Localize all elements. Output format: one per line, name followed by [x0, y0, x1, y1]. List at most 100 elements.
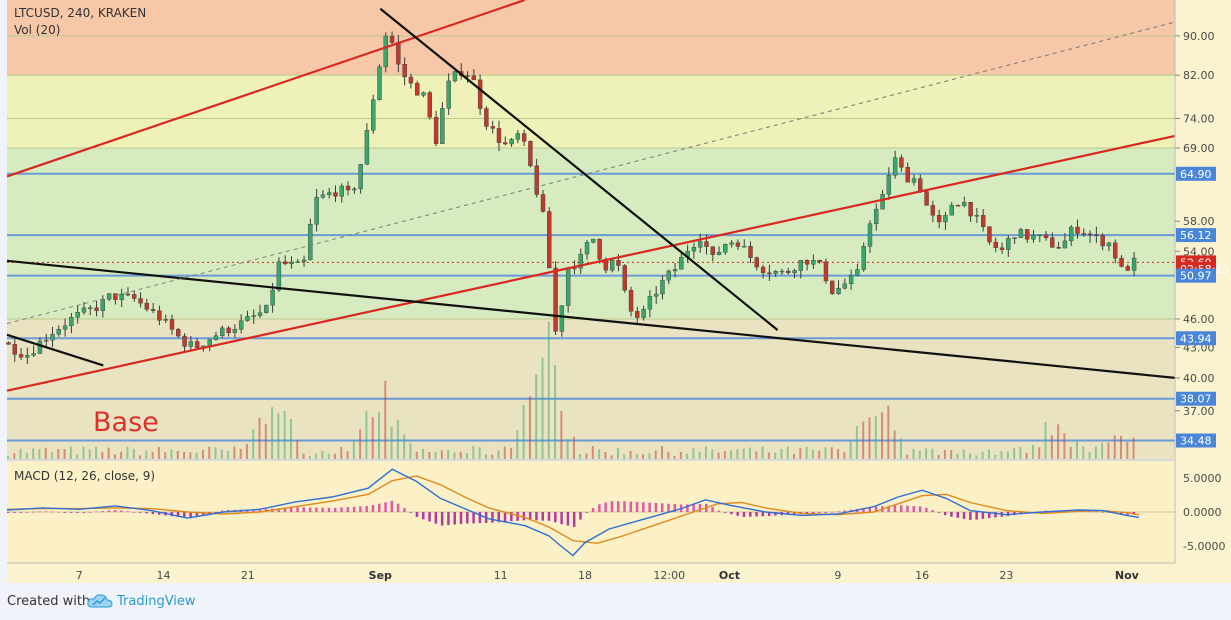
candle-body: [389, 35, 395, 43]
volume-bar: [321, 451, 324, 459]
candle-body: [138, 298, 143, 304]
volume-bar: [1120, 435, 1123, 459]
trendline-upper-channel[interactable]: [6, 0, 526, 178]
time-tick-label: 16: [915, 569, 929, 582]
macd-histogram-bar: [44, 511, 48, 513]
macd-histogram-bar: [497, 512, 500, 523]
macd-histogram-bar: [774, 512, 777, 516]
macd-histogram-bar: [57, 511, 60, 513]
candle-body: [282, 261, 288, 265]
volume-bar: [1019, 446, 1022, 459]
macd-histogram-bar: [1094, 511, 1098, 513]
candle-body: [276, 261, 282, 291]
candle-body: [1012, 237, 1017, 239]
trading-chart[interactable]: 90.0082.0074.0069.0058.0054.0046.0043.00…: [0, 0, 1231, 583]
volume-bar: [528, 396, 531, 459]
macd-histogram-bar: [277, 508, 280, 512]
price-tick-label: 90.00: [1183, 30, 1215, 43]
time-axis[interactable]: 7 14 21 Sep 11 18 12:00 Oct 9 16 23 Nov: [76, 569, 1140, 582]
candle-body: [584, 242, 590, 255]
volume-bar: [642, 454, 645, 459]
price-axis[interactable]: 90.0082.0074.0069.0058.0054.0046.0043.00…: [1175, 30, 1215, 418]
candle-body: [924, 191, 929, 206]
candle-body: [993, 241, 998, 249]
macd-histogram-bar: [283, 507, 287, 512]
macd-histogram-bar: [107, 510, 111, 512]
macd-indicator: [6, 468, 1175, 557]
macd-histogram-bar: [428, 512, 431, 522]
macd-histogram-bar: [176, 512, 180, 517]
volume-bar: [799, 448, 802, 459]
macd-histogram-bar: [585, 512, 589, 513]
candle-body: [421, 92, 426, 96]
volume-bar: [1069, 446, 1072, 459]
macd-histogram-bar: [76, 512, 79, 513]
macd-histogram-bar: [522, 512, 526, 521]
price-tag-bg: [1176, 433, 1216, 448]
macd-histogram-bar: [749, 512, 752, 517]
candle-body: [534, 165, 539, 195]
candle-body: [402, 64, 407, 78]
candle-body: [100, 299, 106, 311]
trendline-dashed-median[interactable]: [6, 21, 1176, 325]
tradingview-link[interactable]: TradingView: [117, 594, 196, 609]
tradingview-cloud-icon: [87, 594, 113, 608]
candle-body: [358, 164, 363, 190]
candle-body: [352, 188, 357, 191]
volume-bar: [943, 449, 946, 459]
macd-histogram-bar: [673, 504, 677, 512]
volume-bar: [1038, 447, 1041, 459]
macd-histogram-bar: [252, 509, 255, 512]
candle-body: [194, 341, 200, 348]
volume-bar: [805, 446, 808, 459]
volume-bar: [604, 452, 607, 459]
candle-body: [207, 339, 212, 347]
volume-bar: [51, 452, 54, 459]
volume-bar: [107, 447, 110, 459]
trendline-long-descending-support[interactable]: [6, 259, 1176, 379]
candle-body: [559, 305, 565, 332]
volume-bar: [547, 321, 550, 459]
candle-body: [125, 293, 131, 296]
volume-bar: [220, 449, 223, 459]
candle-body: [232, 329, 238, 333]
macd-histogram-bar: [981, 512, 985, 519]
volume-bar: [956, 453, 959, 459]
candle-body: [163, 319, 168, 321]
macd-histogram-bar: [396, 503, 400, 512]
macd-histogram-bar: [598, 504, 601, 512]
trendline-lower-channel[interactable]: [6, 134, 1176, 392]
volume-bar: [164, 452, 167, 459]
macd-histogram-bar: [805, 512, 809, 514]
candle-body: [1087, 233, 1093, 236]
candle-body: [622, 265, 627, 291]
volume-bar: [208, 446, 211, 459]
candle-body: [660, 279, 665, 295]
volume-bar: [19, 448, 22, 459]
candle-body: [798, 260, 804, 271]
trendlines[interactable]: [6, 0, 1176, 392]
volume-bar: [554, 364, 557, 459]
volume-bar: [258, 417, 261, 459]
candle-body: [628, 290, 634, 312]
volume-bar: [415, 451, 418, 459]
trendline-descending-resistance[interactable]: [379, 7, 779, 331]
candle-body: [811, 260, 816, 265]
candle-body: [477, 79, 483, 109]
macd-tick-label: 0.0000: [1183, 506, 1222, 519]
band-top: [7, 0, 1175, 76]
candle-body: [710, 246, 715, 255]
candle-body: [1037, 234, 1042, 237]
volume-bar: [25, 452, 28, 459]
volume-bar: [277, 413, 280, 459]
candle-body: [616, 260, 621, 266]
volume-bar: [227, 450, 230, 459]
macd-histogram-bar: [767, 512, 771, 516]
macd-histogram-bar: [610, 501, 614, 512]
volume-bar: [887, 405, 890, 459]
macd-histogram-bar: [591, 508, 595, 512]
candle-body: [792, 270, 797, 274]
candle-body: [918, 178, 923, 192]
trendline-short-descending-support[interactable]: [6, 333, 104, 367]
volume-bar: [453, 452, 456, 459]
